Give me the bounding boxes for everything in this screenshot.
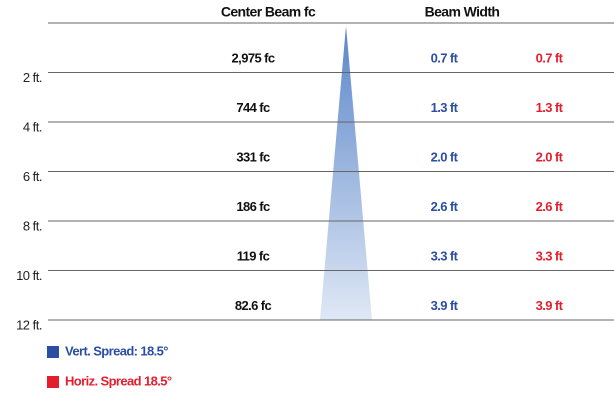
legend-swatch: [47, 376, 59, 388]
center-beam-value: 82.6 fc: [235, 298, 272, 313]
vert-width-value: 1.3 ft: [431, 100, 459, 115]
center-beam-value: 331 fc: [236, 149, 270, 164]
center-beam-value: 119 fc: [237, 248, 270, 263]
vert-width-value: 3.9 ft: [431, 298, 459, 313]
vert-width-value: 0.7 ft: [431, 50, 459, 65]
center-beam-value: 2,975 fc: [232, 50, 275, 65]
horiz-width-value: 2.0 ft: [536, 149, 564, 164]
distance-label: 6 ft.: [23, 169, 42, 184]
distance-label: 4 ft.: [23, 119, 42, 134]
distance-label: 8 ft.: [23, 218, 42, 233]
distance-label: 10 ft.: [16, 268, 42, 283]
horiz-width-value: 3.9 ft: [536, 298, 564, 313]
legend-swatch: [47, 346, 59, 358]
center-beam-value: 186 fc: [236, 199, 270, 214]
vert-width-value: 2.0 ft: [431, 149, 459, 164]
distance-label: 12 ft.: [16, 317, 42, 332]
center-beam-header: Center Beam fc: [221, 4, 316, 20]
distance-label: 2 ft.: [23, 70, 42, 85]
horiz-width-value: 2.6 ft: [536, 199, 564, 214]
center-beam-value: 744 fc: [236, 100, 270, 115]
beam-cone: [320, 26, 372, 320]
legend-label: Horiz. Spread 18.5°: [65, 373, 172, 388]
legend-label: Vert. Spread: 18.5°: [65, 343, 168, 358]
horiz-width-value: 3.3 ft: [536, 248, 564, 263]
horiz-width-value: 0.7 ft: [536, 50, 564, 65]
vert-width-value: 3.3 ft: [431, 248, 459, 263]
vert-width-value: 2.6 ft: [431, 199, 459, 214]
beam-width-header: Beam Width: [425, 4, 500, 20]
horiz-width-value: 1.3 ft: [536, 100, 564, 115]
